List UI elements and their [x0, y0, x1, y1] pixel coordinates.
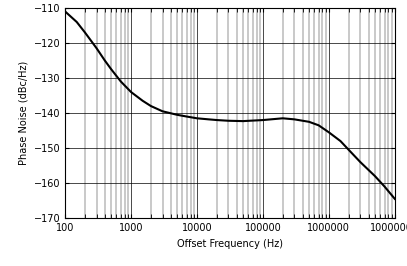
Y-axis label: Phase Noise (dBc/Hz): Phase Noise (dBc/Hz)	[18, 61, 28, 165]
X-axis label: Offset Frequency (Hz): Offset Frequency (Hz)	[177, 239, 283, 248]
